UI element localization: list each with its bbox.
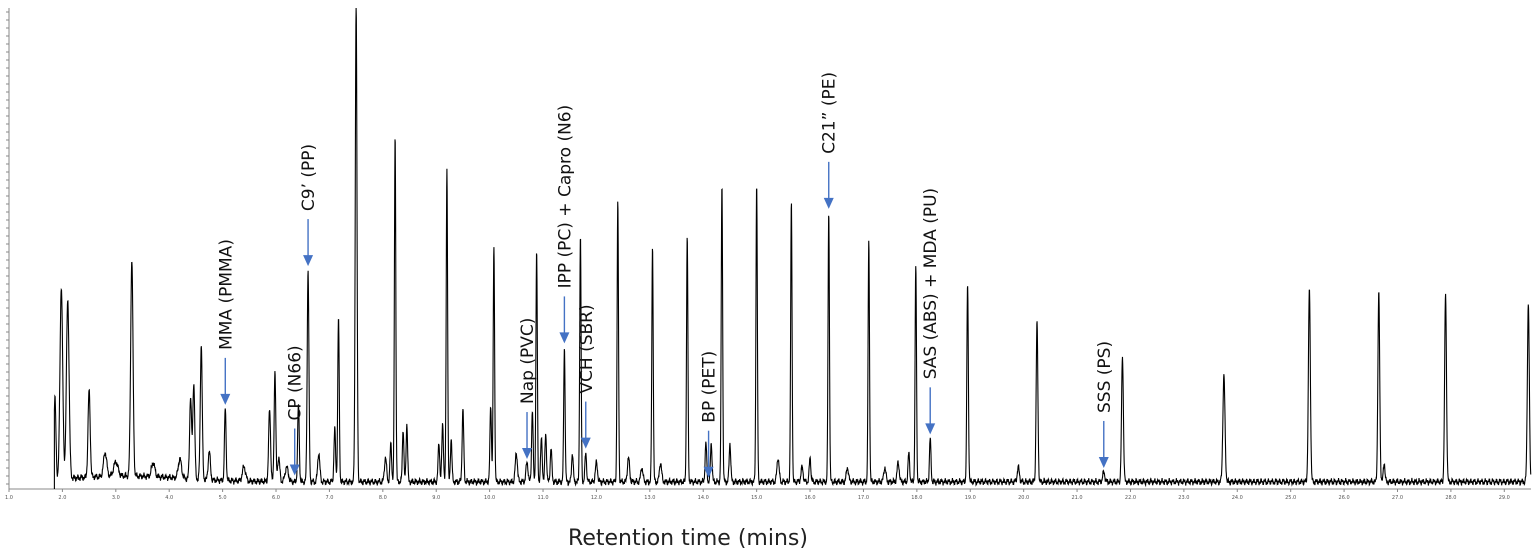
annotation-arrowhead (580, 437, 591, 449)
x-tick-label: 19.0 (965, 495, 976, 501)
x-tick-label: 2.0 (58, 495, 66, 501)
annotation-label: BP (PET) (700, 351, 720, 423)
x-tick-label: 24.0 (1232, 495, 1243, 501)
x-axis-label: Retention time (mins) (568, 526, 808, 551)
x-ticks: 1.0 2.0 3.0 4.0 5.0 6.0 7.0 8.0 9.0 10.0 11.0 12.0 1… (5, 489, 1510, 501)
x-tick-label: 4.0 (165, 495, 173, 501)
x-tick-label: 8.0 (379, 495, 387, 501)
x-tick-label: 20.0 (1018, 495, 1029, 501)
annotation-arrowhead (303, 255, 314, 267)
annotation-arrowhead (925, 423, 936, 435)
x-tick-label: 18.0 (911, 495, 922, 501)
annotation-label: Nap (PVC) (518, 318, 538, 404)
x-tick-label: 10.0 (484, 495, 495, 501)
x-tick-label: 11.0 (537, 495, 548, 501)
x-tick-label: 25.0 (1285, 495, 1296, 501)
peak-annotations: MMA (PMMA) CP (N66) C9’ (PP) Nap (PVC) IPP (… (216, 72, 1115, 478)
x-tick-label: 6.0 (272, 495, 280, 501)
annotation-label: C9’ (PP) (299, 144, 319, 211)
x-tick-label: 13.0 (644, 495, 655, 501)
x-tick-label: 21.0 (1071, 495, 1082, 501)
annotation-label: SSS (PS) (1095, 341, 1115, 413)
x-tick-label: 7.0 (325, 495, 333, 501)
annotation-arrowhead (703, 466, 714, 478)
x-tick-label: 26.0 (1339, 495, 1350, 501)
annotation-arrowhead (823, 197, 834, 209)
x-tick-label: 3.0 (112, 495, 120, 501)
annotation-arrowhead (1098, 456, 1109, 468)
x-tick-label: 12.0 (591, 495, 602, 501)
annotation-label: VCH (SBR) (577, 304, 597, 393)
x-tick-label: 9.0 (432, 495, 440, 501)
annotation-arrowhead (522, 448, 533, 460)
x-tick-label: 14.0 (698, 495, 709, 501)
annotation-label: MMA (PMMA) (216, 239, 236, 350)
x-tick-label: 16.0 (804, 495, 815, 501)
annotation-arrowhead (289, 464, 300, 476)
x-tick-label: 28.0 (1445, 495, 1456, 501)
y-ticks (6, 11, 9, 485)
x-tick-label: 27.0 (1392, 495, 1403, 501)
annotation-label: CP (N66) (286, 345, 306, 420)
x-tick-label: 1.0 (5, 495, 13, 501)
x-tick-label: 17.0 (858, 495, 869, 501)
chromatogram-trace (53, 7, 1532, 489)
x-tick-label: 22.0 (1125, 495, 1136, 501)
annotation-label: C21” (PE) (820, 72, 840, 154)
x-tick-label: 5.0 (219, 495, 227, 501)
annotation-label: IPP (PC) + Capro (N6) (555, 105, 575, 289)
annotation-arrowhead (559, 332, 570, 344)
annotation-label: SAS (ABS) + MDA (PU) (921, 188, 941, 379)
annotation-arrowhead (220, 393, 231, 405)
x-tick-label: 23.0 (1178, 495, 1189, 501)
x-tick-label: 15.0 (751, 495, 762, 501)
x-tick-label: 29.0 (1499, 495, 1510, 501)
